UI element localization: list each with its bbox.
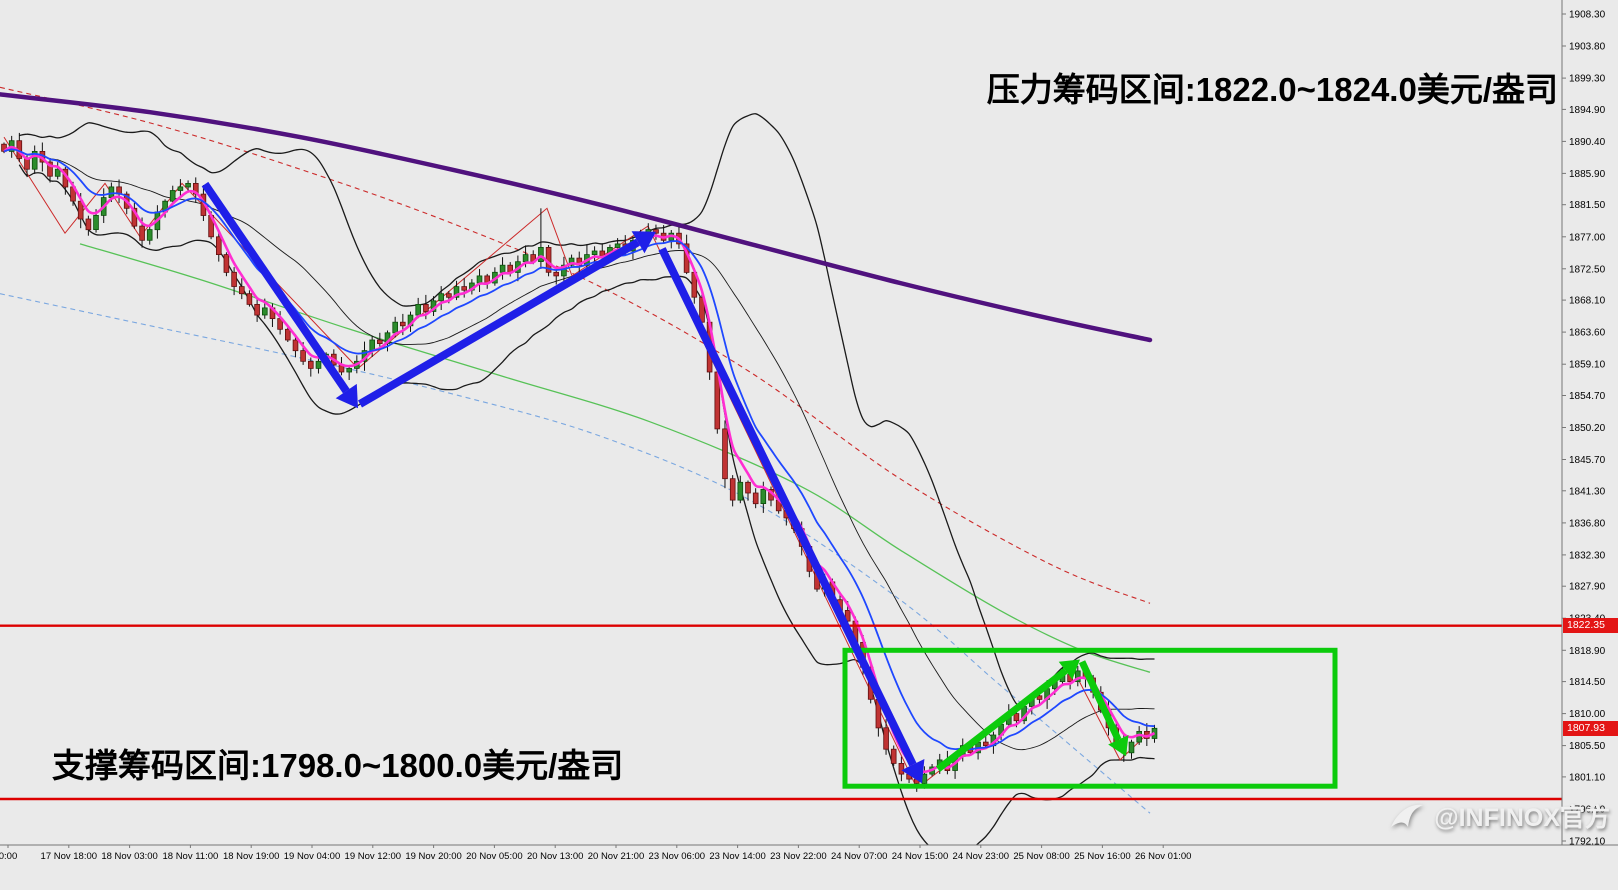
last-price-badge: 1807.93 xyxy=(1563,720,1618,736)
time-tick-label: 18 Nov 19:00 xyxy=(223,851,280,862)
infinox-logo-icon xyxy=(1391,804,1424,827)
price-tick-label: 1836.80 xyxy=(1569,518,1606,529)
price-tick-label: 1832.30 xyxy=(1569,550,1606,561)
price-tick-label: 1903.80 xyxy=(1569,42,1606,53)
time-tick-label: 23 Nov 06:00 xyxy=(649,851,706,862)
price-tick-label: 1890.40 xyxy=(1569,137,1606,148)
time-tick-label: 20 Nov 21:00 xyxy=(588,851,645,862)
price-tick-label: 1801.10 xyxy=(1569,772,1606,783)
blue-trend-arrow[interactable] xyxy=(201,181,358,409)
price-tick-label: 1854.70 xyxy=(1569,391,1606,402)
price-tick-label: 1827.90 xyxy=(1569,582,1606,593)
price-tick-label: 1796.60 xyxy=(1569,805,1606,816)
green-ma-line xyxy=(79,243,1151,673)
bollinger-mid-band xyxy=(19,149,1155,751)
price-tick-label: 1868.10 xyxy=(1569,296,1606,307)
time-tick-label: 17 Nov 18:00 xyxy=(41,851,98,862)
time-tick-label: 24 Nov 23:00 xyxy=(953,851,1010,862)
green-trend-arrow[interactable] xyxy=(1078,660,1129,757)
price-tick-label: 1872.50 xyxy=(1569,264,1606,275)
plot-layer xyxy=(0,86,1562,845)
time-tick-label: 26 Nov 01:00 xyxy=(1135,851,1192,862)
consolidation-box[interactable] xyxy=(842,647,1338,789)
price-tick-label: 1805.50 xyxy=(1569,741,1606,752)
resistance-annotation: 压力筹码区间:1822.0~1824.0美元/盎司 xyxy=(986,71,1558,108)
price-tick-label: 1810.00 xyxy=(1569,709,1606,720)
time-tick-label: 20 Nov 13:00 xyxy=(527,851,584,862)
bollinger-upper-band xyxy=(19,113,1155,707)
blue-trend-arrow[interactable] xyxy=(357,231,656,408)
time-tick-label: 0:00 xyxy=(0,851,17,862)
zigzag-line xyxy=(3,136,1151,790)
time-tick-label: 18 Nov 11:00 xyxy=(162,851,218,862)
time-tick-label: 23 Nov 22:00 xyxy=(770,851,827,862)
purple-ma-line xyxy=(0,92,1153,343)
price-tick-label: 1908.30 xyxy=(1569,10,1606,21)
price-tick-label: 1859.10 xyxy=(1569,360,1606,371)
time-tick-label: 19 Nov 12:00 xyxy=(345,851,402,862)
price-tick-label: 1885.90 xyxy=(1569,169,1606,180)
time-tick-label: 24 Nov 07:00 xyxy=(831,851,888,862)
price-tick-label: 1845.70 xyxy=(1569,455,1606,466)
time-tick-label: 25 Nov 08:00 xyxy=(1013,851,1070,862)
watermark: @INFINOX官方 xyxy=(1389,798,1610,834)
time-tick-label: 18 Nov 03:00 xyxy=(101,851,158,862)
pink-ma-line xyxy=(3,145,1156,774)
time-tick-label: 23 Nov 14:00 xyxy=(709,851,766,862)
green-trend-arrow[interactable] xyxy=(935,659,1080,772)
hline-price-badge[interactable]: 1822.35 xyxy=(1563,618,1618,634)
blue-trend-arrow[interactable] xyxy=(658,247,925,784)
price-tick-label: 1899.30 xyxy=(1569,74,1606,85)
price-tick-label: 1877.00 xyxy=(1569,232,1606,243)
time-tick-label: 20 Nov 05:00 xyxy=(466,851,523,862)
price-tick-label: 1818.90 xyxy=(1569,646,1606,657)
time-tick-label: 19 Nov 20:00 xyxy=(405,851,462,862)
time-tick-label: 19 Nov 04:00 xyxy=(284,851,341,862)
price-tick-label: 1863.60 xyxy=(1569,328,1606,339)
candles-layer xyxy=(1,132,1158,792)
bollinger-lower-band xyxy=(18,164,1155,845)
red-dashed-ma-line xyxy=(0,86,1151,604)
watermark-handle: @INFINOX官方 xyxy=(1434,804,1610,832)
price-tick-label: 1894.90 xyxy=(1569,105,1606,116)
time-tick-label: 24 Nov 15:00 xyxy=(892,851,949,862)
price-tick-label: 1792.10 xyxy=(1569,837,1606,848)
support-annotation: 支撑筹码区间:1798.0~1800.0美元/盎司 xyxy=(52,747,624,784)
price-tick-label: 1814.50 xyxy=(1569,677,1606,688)
axes-layer[interactable]: 1908.30 1903.80 1899.30 1894.90 1890.40 1885.… xyxy=(0,0,1618,862)
price-tick-label: 1881.50 xyxy=(1569,200,1606,211)
price-tick-label: 1850.20 xyxy=(1569,423,1606,434)
price-tick-label: 1841.30 xyxy=(1569,486,1606,497)
time-tick-label: 25 Nov 16:00 xyxy=(1074,851,1131,862)
blue-ma-line xyxy=(3,148,1155,751)
